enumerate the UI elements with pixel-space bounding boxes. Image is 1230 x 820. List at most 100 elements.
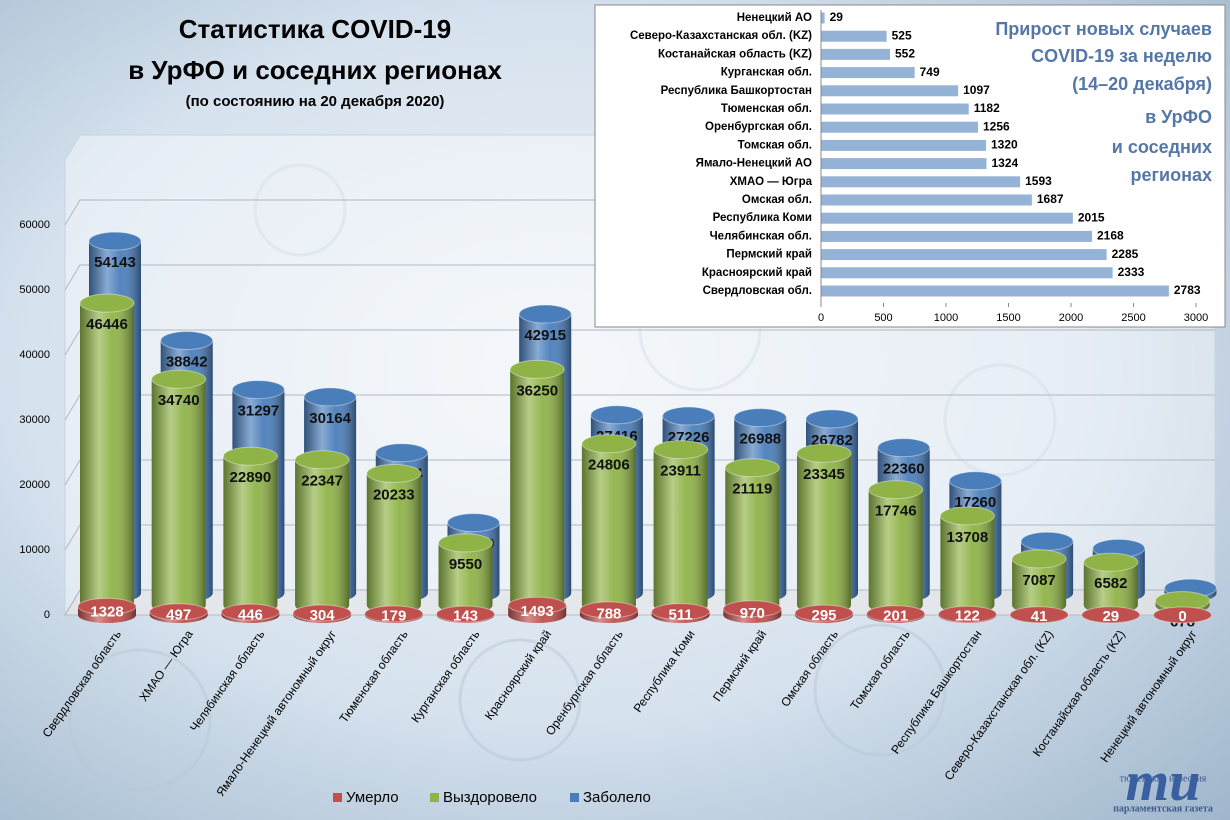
data-label: 2333 xyxy=(1118,265,1145,279)
y-tick-label: Республика Коми xyxy=(713,212,812,224)
cylinder-top xyxy=(151,369,207,389)
data-label: 22360 xyxy=(883,461,925,478)
y-tick-label: Ямало-Ненецкий АО xyxy=(696,158,812,170)
cylinder-shade xyxy=(725,467,780,614)
cylinder-top xyxy=(653,440,709,460)
x-tick-label: Ямало-Ненецкий автономный округ xyxy=(213,627,339,799)
cylinder xyxy=(438,533,493,614)
cylinder xyxy=(220,603,280,623)
cylinder xyxy=(151,369,207,614)
y-tick-label: 0 xyxy=(44,609,50,621)
cylinder-top xyxy=(231,380,285,400)
cylinder xyxy=(796,443,852,614)
legend-swatch xyxy=(570,793,579,802)
cylinder-top xyxy=(375,443,429,463)
cylinder-top xyxy=(866,605,926,623)
cylinder xyxy=(1009,606,1069,624)
data-label: 179 xyxy=(381,607,406,624)
x-tick-label: 500 xyxy=(874,312,892,324)
y-tick-label: Томская обл. xyxy=(738,139,812,151)
data-label: 24806 xyxy=(588,457,630,474)
cylinder-shade xyxy=(295,459,350,614)
cylinder-top xyxy=(507,596,567,614)
cylinder-top xyxy=(88,231,142,251)
x-tick-label: ХМАО — Югра xyxy=(136,627,196,704)
cylinder-shade xyxy=(366,473,421,614)
data-label: 511 xyxy=(668,606,692,623)
x-tick-label: Пермский край xyxy=(710,628,769,704)
cylinder-top xyxy=(364,605,424,623)
data-label: 1256 xyxy=(983,119,1010,133)
data-label: 42915 xyxy=(524,327,566,344)
data-label: 30164 xyxy=(309,410,351,427)
chart-subtitle: (по состоянию на 20 декабря 2020) xyxy=(186,93,445,110)
legend-label: Выздоровело xyxy=(443,789,537,806)
cylinder-top xyxy=(509,359,565,379)
cylinder-shade xyxy=(80,303,134,614)
data-label: 1182 xyxy=(974,101,1000,115)
data-label: 54143 xyxy=(94,254,136,271)
bar xyxy=(821,158,987,170)
data-label: 446 xyxy=(238,607,263,624)
cylinder xyxy=(724,458,780,614)
cylinder-top xyxy=(222,446,278,466)
cylinder-top xyxy=(1009,606,1069,624)
cylinder xyxy=(581,434,637,614)
cylinder-shade xyxy=(653,449,708,614)
data-label: 29 xyxy=(1102,608,1119,625)
cylinder xyxy=(579,601,639,623)
cylinder xyxy=(79,293,135,614)
chart-title: в УрФО и соседних регионах xyxy=(128,55,502,85)
cylinder-top xyxy=(292,604,352,622)
data-label: 41 xyxy=(1031,608,1048,625)
data-label: 26988 xyxy=(739,431,781,448)
data-label: 122 xyxy=(955,608,980,625)
cylinder xyxy=(222,446,278,614)
cylinder-top xyxy=(722,600,782,618)
data-label: 2783 xyxy=(1174,283,1201,297)
data-label: 525 xyxy=(892,28,912,42)
cylinder-top xyxy=(447,513,500,533)
cylinder-top xyxy=(1011,549,1067,569)
data-label: 1324 xyxy=(992,156,1019,170)
y-tick-label: Республика Башкортостан xyxy=(661,85,812,97)
bar xyxy=(821,230,1092,242)
bar xyxy=(821,30,887,42)
cylinder-top xyxy=(77,597,137,615)
data-label: 23345 xyxy=(803,466,845,483)
cylinder xyxy=(294,450,350,614)
x-tick-label: Оренбургская область xyxy=(543,628,626,738)
y-tick-label: Красноярский край xyxy=(702,267,812,279)
data-label: 13708 xyxy=(947,529,989,546)
data-label: 46446 xyxy=(86,316,128,333)
data-label: 1097 xyxy=(963,83,990,97)
cylinder-top xyxy=(220,603,280,621)
x-tick-label: Омская область xyxy=(778,628,841,710)
cylinder-top xyxy=(868,480,924,500)
data-label: 788 xyxy=(596,605,621,622)
data-label: 23911 xyxy=(660,463,701,480)
cylinder xyxy=(507,596,567,623)
y-tick-label: 40000 xyxy=(19,349,50,361)
data-label: 17746 xyxy=(875,503,917,520)
y-tick-label: Северо-Казахстанская обл. (KZ) xyxy=(630,30,812,42)
cylinder-top xyxy=(937,605,997,623)
data-label: 1320 xyxy=(991,138,1018,152)
data-label: 22347 xyxy=(301,473,343,490)
cylinder-top xyxy=(724,458,780,478)
y-tick-label: Костанайская область (KZ) xyxy=(658,48,812,60)
data-label: 31297 xyxy=(238,403,280,420)
cylinder-top xyxy=(1083,552,1139,572)
bar xyxy=(821,121,978,133)
data-label: 1328 xyxy=(90,604,123,621)
data-label: 2015 xyxy=(1078,210,1105,224)
data-label: 6582 xyxy=(1094,575,1127,592)
x-tick-label: Республика Коми xyxy=(631,628,698,715)
data-label: 295 xyxy=(811,607,836,624)
y-tick-label: 20000 xyxy=(19,479,50,491)
cylinder-shade xyxy=(868,489,923,614)
bar xyxy=(821,267,1113,279)
cylinder-shade xyxy=(797,453,851,614)
data-label: 21119 xyxy=(732,481,772,498)
